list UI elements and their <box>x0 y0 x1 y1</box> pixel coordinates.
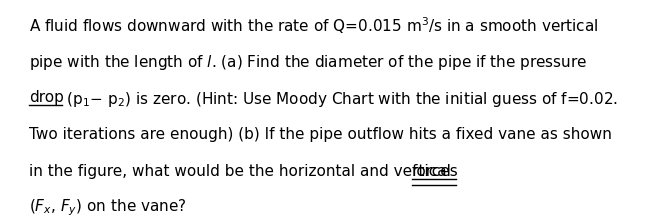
Text: drop: drop <box>29 90 64 105</box>
Text: ($F_x$, $F_y$) on the vane?: ($F_x$, $F_y$) on the vane? <box>29 197 187 218</box>
Text: pipe with the length of $\it{l}$. (a) Find the diameter of the pipe if the press: pipe with the length of $\it{l}$. (a) Fi… <box>29 53 587 72</box>
Text: in the figure, what would be the horizontal and vertical: in the figure, what would be the horizon… <box>29 164 456 179</box>
Text: (p$_1$− p$_2$) is zero. (Hint: Use Moody Chart with the initial guess of f=0.02.: (p$_1$− p$_2$) is zero. (Hint: Use Moody… <box>62 90 618 109</box>
Text: forces: forces <box>412 164 459 179</box>
Text: A fluid flows downward with the rate of Q=0.015 m$^3$/s in a smooth vertical: A fluid flows downward with the rate of … <box>29 15 599 36</box>
Text: Two iterations are enough) (b) If the pipe outflow hits a fixed vane as shown: Two iterations are enough) (b) If the pi… <box>29 127 612 142</box>
